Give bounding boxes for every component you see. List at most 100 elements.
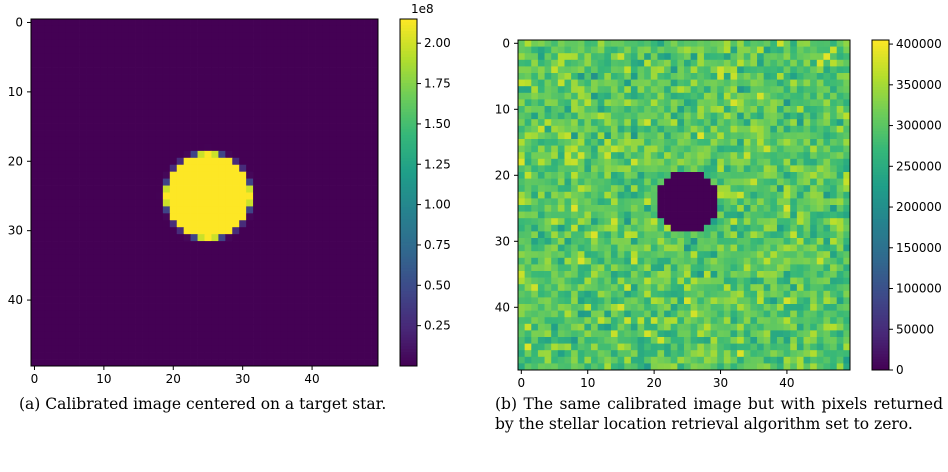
heatmap-cell — [544, 310, 552, 318]
heatmap-cell — [604, 139, 612, 146]
heatmap-cell — [743, 139, 751, 146]
heatmap-cell — [677, 40, 685, 47]
heatmap-cell — [796, 112, 804, 120]
heatmap-cell — [239, 352, 247, 360]
colorbar-segment — [400, 102, 417, 107]
heatmap-cell — [148, 116, 157, 124]
heatmap-cell — [287, 74, 296, 82]
heatmap-cell — [577, 290, 585, 298]
heatmap-cell — [610, 119, 618, 127]
heatmap-cell — [128, 317, 136, 325]
heatmap-cell — [564, 271, 572, 278]
heatmap-cell — [100, 234, 108, 242]
heatmap-cell — [107, 116, 115, 124]
heatmap-cell — [757, 40, 765, 47]
heatmap-cell — [190, 123, 198, 131]
heatmap-cell — [830, 264, 838, 272]
heatmap-cell — [737, 86, 745, 94]
heatmap-cell — [100, 136, 108, 145]
heatmap-cell — [571, 231, 579, 239]
heatmap-cell — [730, 152, 738, 160]
heatmap-cell — [135, 164, 143, 173]
heatmap-cell — [128, 310, 136, 318]
heatmap-cell — [260, 32, 268, 41]
heatmap-cell — [44, 275, 53, 284]
heatmap-cell — [591, 132, 599, 140]
heatmap-cell — [703, 178, 711, 186]
heatmap-cell — [315, 109, 323, 117]
heatmap-cell — [723, 99, 731, 107]
heatmap-cell — [260, 289, 268, 297]
heatmap-cell — [657, 59, 665, 67]
heatmap-cell — [260, 46, 268, 55]
heatmap-cell — [107, 109, 115, 117]
heatmap-cell — [776, 112, 784, 120]
heatmap-cell — [544, 343, 552, 351]
heatmap-cell — [253, 324, 261, 332]
heatmap-cell — [294, 60, 303, 68]
heatmap-cell — [610, 337, 618, 344]
heatmap-cell — [107, 157, 115, 166]
heatmap-cell — [169, 234, 178, 242]
heatmap-cell — [301, 324, 309, 332]
heatmap-cell — [551, 125, 559, 133]
heatmap-cell — [710, 92, 718, 100]
heatmap-cell — [350, 88, 358, 96]
heatmap-cell — [142, 164, 150, 173]
heatmap-cell — [350, 74, 358, 82]
heatmap-cell — [93, 109, 101, 117]
heatmap-cell — [218, 282, 226, 291]
heatmap-cell — [737, 244, 745, 252]
colorbar-segment — [400, 259, 417, 263]
heatmap-cell — [225, 25, 233, 34]
heatmap-cell — [253, 164, 261, 173]
heatmap-cell — [830, 178, 838, 186]
heatmap-cell — [371, 241, 379, 249]
heatmap-cell — [190, 234, 198, 242]
heatmap-cell — [816, 244, 824, 252]
heatmap-cell — [93, 317, 101, 325]
heatmap-cell — [564, 125, 572, 133]
heatmap-cell — [350, 143, 358, 152]
heatmap-cell — [225, 123, 233, 131]
heatmap-cell — [697, 218, 705, 226]
heatmap-cell — [790, 211, 798, 219]
heatmap-cell — [280, 338, 289, 346]
heatmap-cell — [670, 125, 678, 133]
heatmap-cell — [810, 152, 818, 160]
heatmap-cell — [176, 241, 185, 249]
heatmap-cell — [329, 164, 337, 173]
heatmap-cell — [723, 59, 731, 67]
colorbar-segment — [400, 128, 417, 133]
heatmap-cell — [44, 130, 53, 138]
heatmap-cell — [624, 73, 632, 80]
heatmap-cell — [218, 199, 226, 207]
heatmap-cell — [810, 238, 818, 245]
heatmap-cell — [677, 172, 685, 179]
heatmap-cell — [571, 264, 579, 272]
heatmap-cell — [176, 303, 185, 311]
heatmap-cell — [155, 220, 164, 228]
heatmap-cell — [664, 277, 672, 285]
heatmap-cell — [343, 359, 351, 367]
heatmap-cell — [684, 317, 691, 325]
heatmap-cell — [690, 158, 698, 166]
heatmap-cell — [287, 192, 296, 200]
heatmap-cell — [350, 60, 358, 68]
heatmap-cell — [287, 220, 296, 228]
heatmap-cell — [743, 257, 751, 265]
heatmap-cell — [253, 234, 261, 242]
heatmap-cell — [266, 130, 275, 138]
heatmap-cell — [697, 92, 705, 100]
heatmap-cell — [135, 116, 143, 124]
heatmap-cell — [717, 271, 725, 278]
heatmap-cell — [301, 352, 309, 360]
heatmap-cell — [260, 227, 268, 235]
heatmap-cell — [564, 165, 572, 173]
heatmap-cell — [803, 290, 811, 298]
heatmap-cell — [664, 231, 672, 239]
heatmap-cell — [830, 59, 838, 67]
heatmap-cell — [114, 338, 122, 346]
heatmap-cell — [65, 234, 73, 242]
heatmap-cell — [72, 254, 80, 263]
